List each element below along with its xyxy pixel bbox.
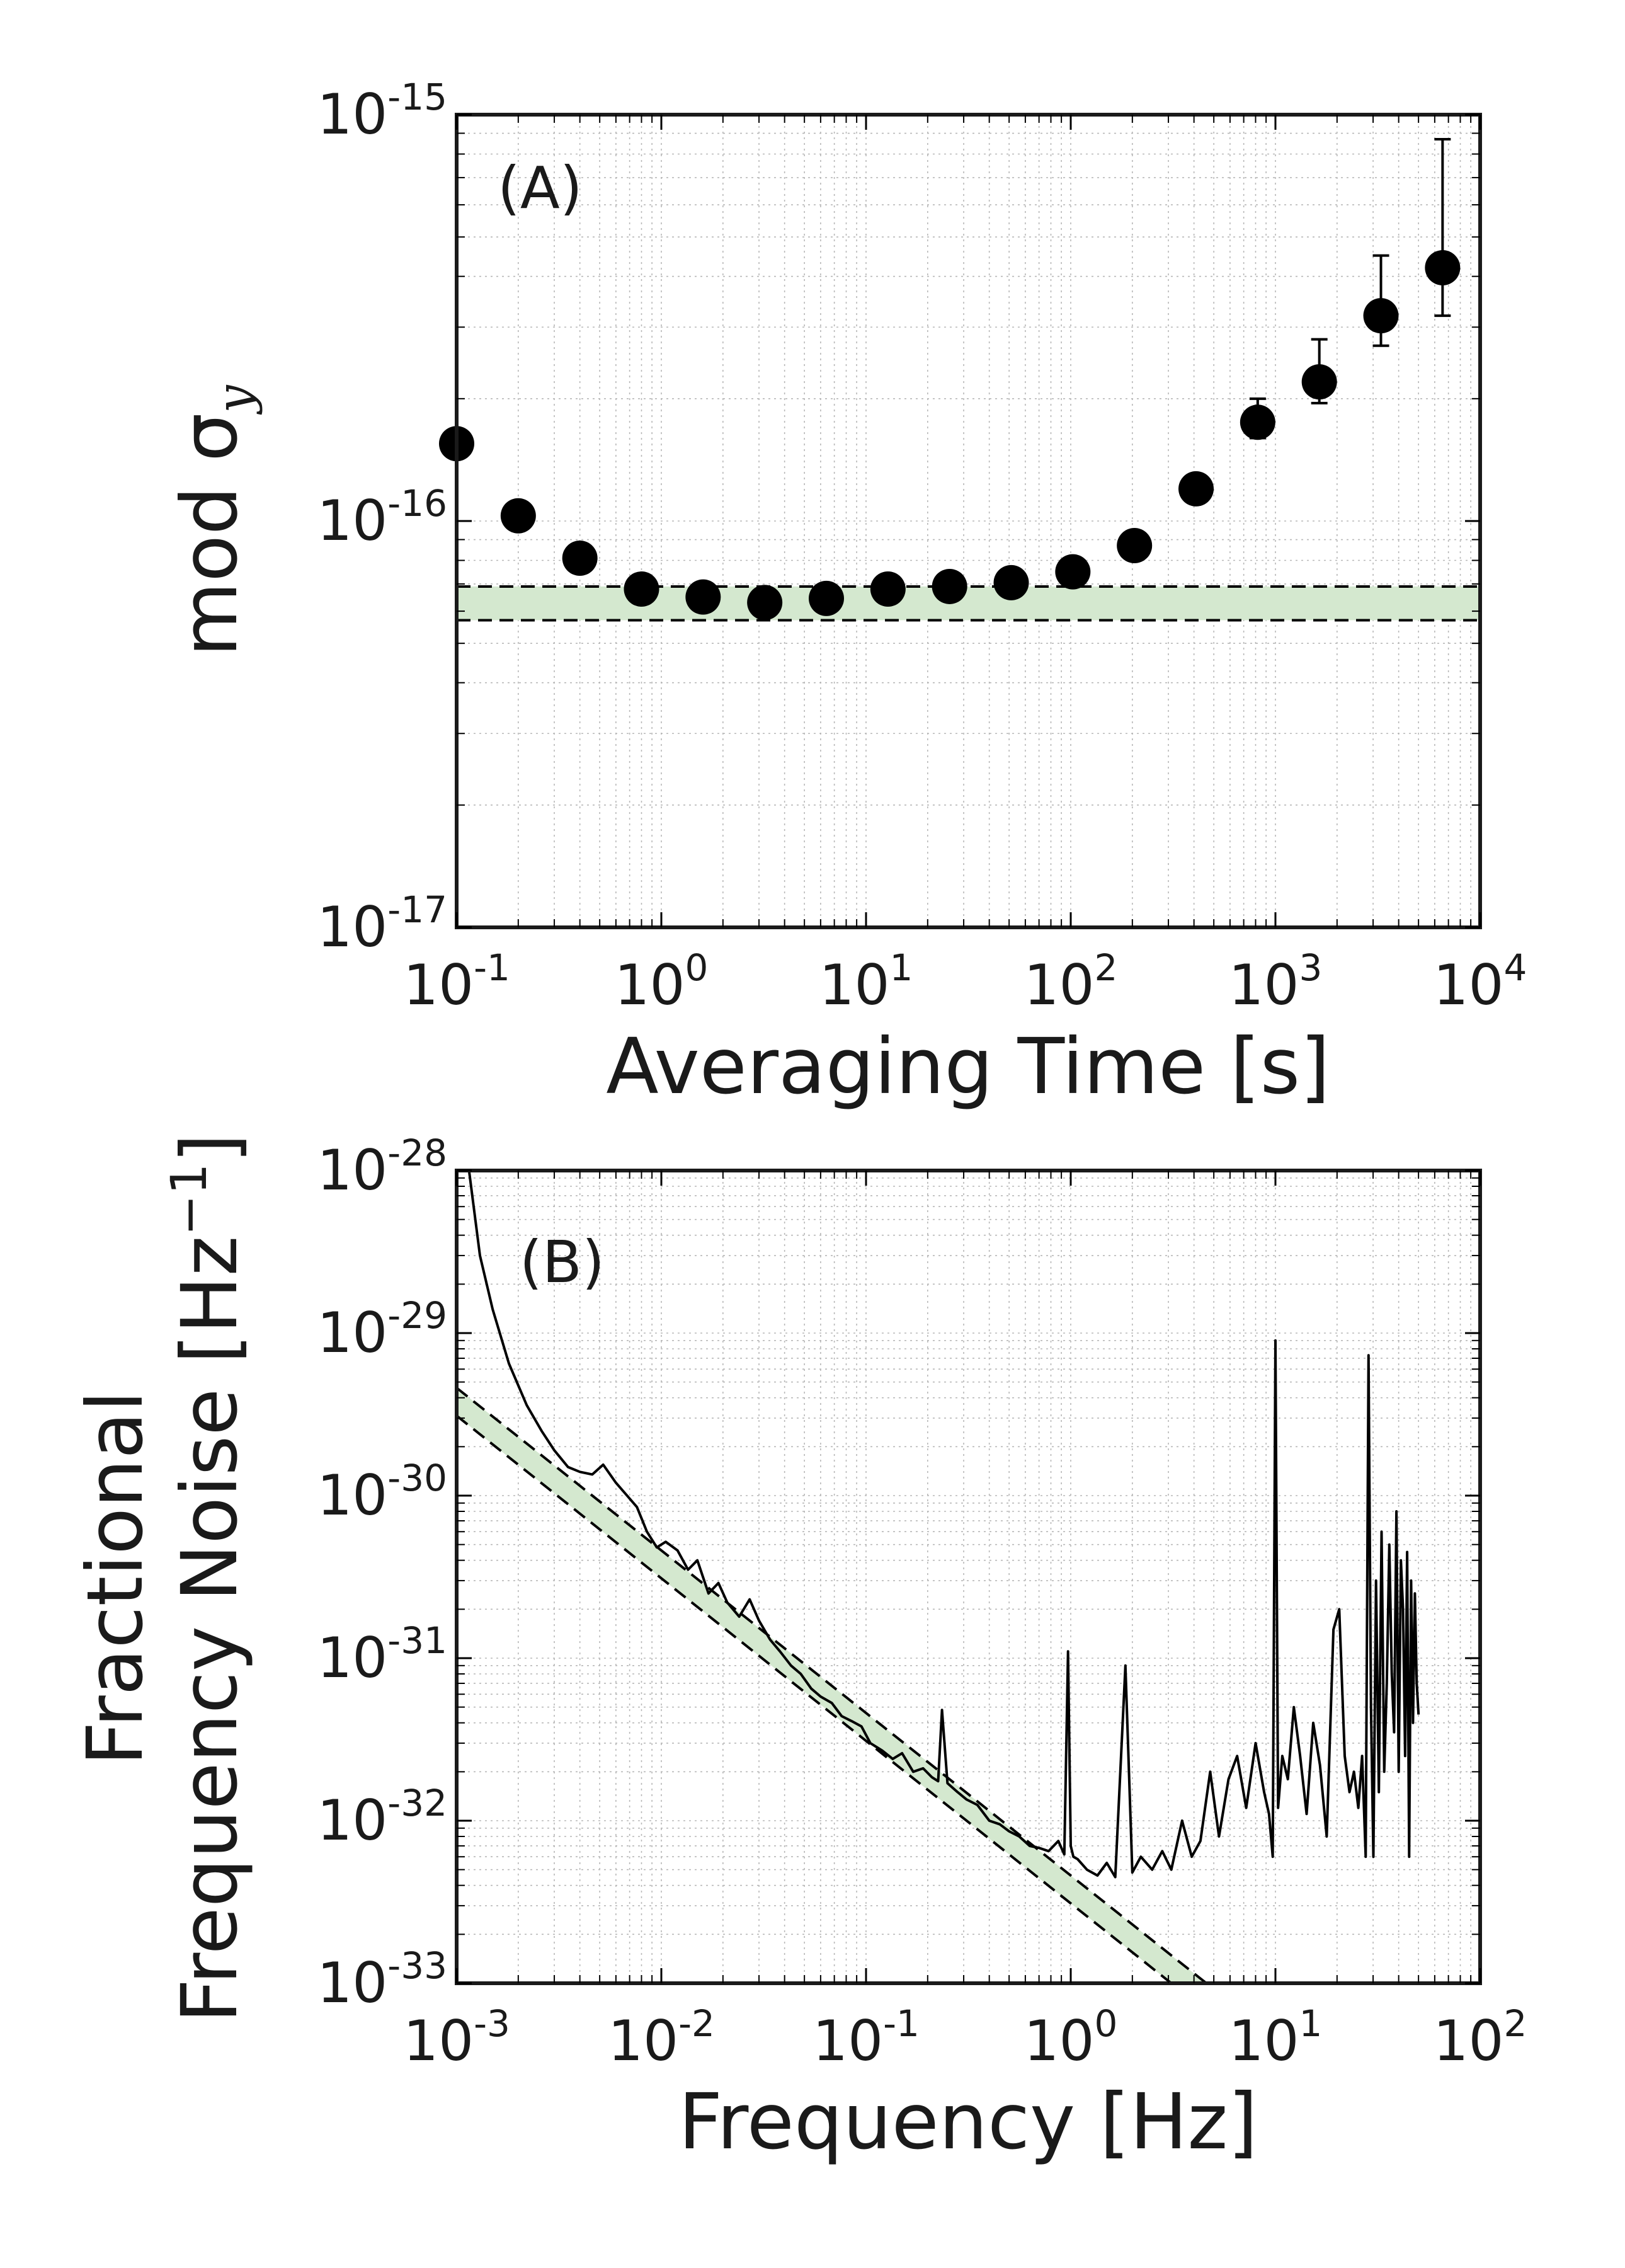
panel-b-psd-line [467, 1171, 1420, 1879]
panel-a-x-tick-label: 100 [615, 946, 709, 1017]
panel-b-x-tick-label: 102 [1434, 2002, 1527, 2073]
panel-a-y-axis-label-sub: y [207, 385, 263, 415]
panel-b-y-tick-label: 10-30 [317, 1457, 447, 1528]
panel-b-y-tick-label: 10-31 [317, 1619, 447, 1690]
panel-b-y-axis-label-close: ] [165, 1133, 254, 1164]
panel-a-y-axis-label-main: mod σ [165, 413, 254, 657]
panel-b-band-group [457, 1387, 1209, 1983]
panel-a-y-axis-label: mod σy [165, 385, 263, 657]
panel-b-y-tick-label: 10-28 [317, 1131, 447, 1203]
panel-a-x-axis-label: Averaging Time [s] [606, 1022, 1330, 1111]
panel-b-chart: 10-3 10-2 10-1 100 101 102 10-33 10-32 10-31 10-3… [71, 1131, 1527, 2167]
panel-a-x-tick-label: 103 [1229, 946, 1323, 1017]
panel-b-y-axis-label-text: Frequency Noise [Hz [165, 1235, 254, 2023]
panel-b-ticks: 10-3 10-2 10-1 100 101 102 10-33 10-32 10-31 10-3… [317, 1131, 1527, 2073]
panel-b-y-tick-label: 10-32 [317, 1782, 447, 1853]
panel-a-data-point [1055, 554, 1091, 590]
panel-a-data-point [1301, 364, 1337, 400]
panel-b-line-group [467, 1171, 1420, 1879]
panel-a-x-tick-label: 102 [1024, 946, 1118, 1017]
panel-a-band-fill [457, 586, 1480, 621]
panel-a-data-point [685, 579, 721, 615]
panel-a-x-tick-label: 104 [1434, 946, 1527, 1017]
panel-a-data-point [624, 571, 659, 607]
svg-text:Fractional: Fractional [71, 1390, 160, 1766]
panel-b-x-tick-label: 10-3 [403, 2002, 510, 2073]
panel-a-chart: 10-1 100 101 102 103 104 10-17 10-16 10-15 (A) A… [165, 76, 1527, 1111]
panel-a-data-point [1425, 250, 1461, 286]
panel-a-data-point [1117, 528, 1153, 564]
panel-b-y-tick-label: 10-33 [317, 1944, 447, 2015]
panel-b-y-axis-label-exp: −1 [161, 1164, 218, 1236]
panel-a-data-point [993, 564, 1029, 600]
panel-a-data-point [1178, 471, 1214, 507]
panel-b-band-lower-dashed [457, 1414, 1173, 1983]
panel-a-data-point [870, 571, 906, 607]
panel-b-y-tick-label: 10-29 [317, 1294, 447, 1365]
panel-a-data-point [500, 498, 536, 534]
panel-b-x-tick-label: 101 [1229, 2002, 1323, 2073]
panel-b-x-tick-label: 10-1 [812, 2002, 920, 2073]
panel-a-data-point [747, 585, 783, 621]
svg-text:Frequency Noise [Hz−1]: Frequency Noise [Hz−1] [161, 1133, 254, 2023]
panel-a-noise-band [457, 585, 1480, 622]
panel-a-x-tick-label: 10-1 [403, 946, 510, 1017]
panel-b-x-tick-label: 10-2 [608, 2002, 715, 2073]
panel-a-data-point [562, 541, 598, 576]
panel-a-label: (A) [498, 154, 583, 222]
panel-a-x-tick-label: 101 [819, 946, 913, 1017]
panel-a-data-point [1240, 404, 1275, 440]
panel-a-y-tick-label: 10-16 [317, 482, 447, 553]
panel-a-data-point [809, 580, 845, 616]
panel-b-psd-trace [467, 1171, 1420, 1879]
panel-b-y-axis-label-line2: Frequency Noise [Hz−1] [161, 1133, 254, 2023]
panel-b-x-axis-label: Frequency [Hz] [678, 2077, 1258, 2167]
panel-b-noise-band [457, 1387, 1209, 1983]
panel-b-x-tick-label: 100 [1024, 2002, 1118, 2073]
panel-b-y-axis-label-line1: Fractional [71, 1390, 160, 1766]
panel-a-y-tick-label: 10-15 [317, 76, 447, 147]
svg-text:mod σy: mod σy [165, 385, 263, 657]
panel-a-data-point [1363, 298, 1399, 334]
panel-a-y-tick-label: 10-17 [317, 888, 447, 959]
panel-b-band-upper-dashed [457, 1387, 1209, 1983]
panel-b-frame [455, 1169, 1482, 1985]
panel-a-gridlines [457, 115, 1480, 927]
panel-a-ticks: 10-1 100 101 102 103 104 10-17 10-16 10-15 [317, 76, 1527, 1017]
panel-b-label: (B) [520, 1228, 605, 1296]
panel-a-data-point [932, 568, 967, 604]
